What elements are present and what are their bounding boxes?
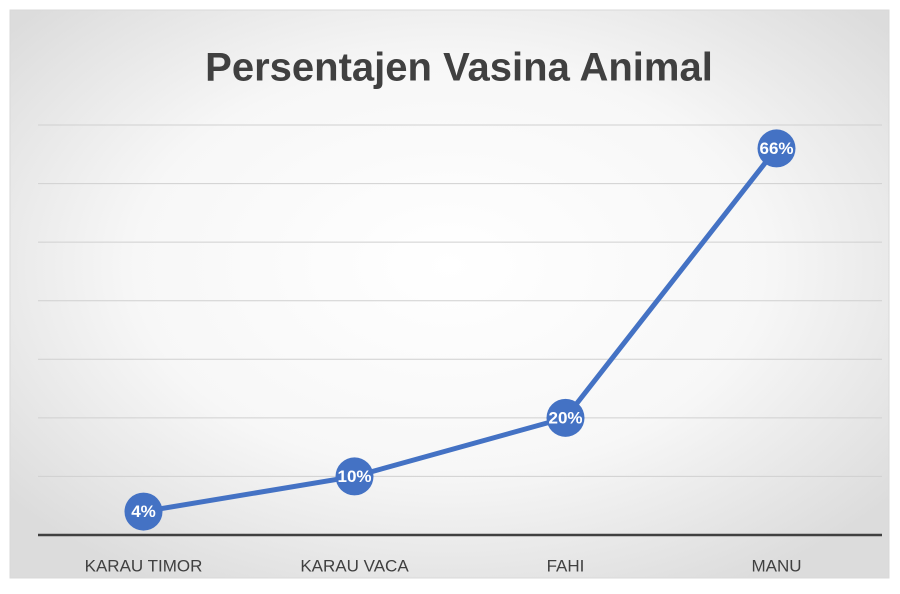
- data-label: 10%: [337, 467, 371, 486]
- x-tick-label: MANU: [751, 556, 801, 575]
- chart-background: [9, 9, 890, 579]
- marker: [757, 129, 796, 168]
- x-tick-label: FAHI: [547, 556, 585, 575]
- chart-title: Persentajen Vasina Animal: [205, 46, 713, 90]
- line: [143, 146, 779, 515]
- data-label: 4%: [131, 502, 156, 521]
- x-tick-label: KARAU VACA: [300, 556, 409, 575]
- marker: [124, 492, 163, 531]
- data-label: 20%: [548, 408, 582, 427]
- marker: [546, 398, 585, 437]
- marker: [335, 457, 374, 496]
- data-label: 66%: [759, 139, 793, 158]
- x-tick-label: KARAU TIMOR: [85, 556, 203, 575]
